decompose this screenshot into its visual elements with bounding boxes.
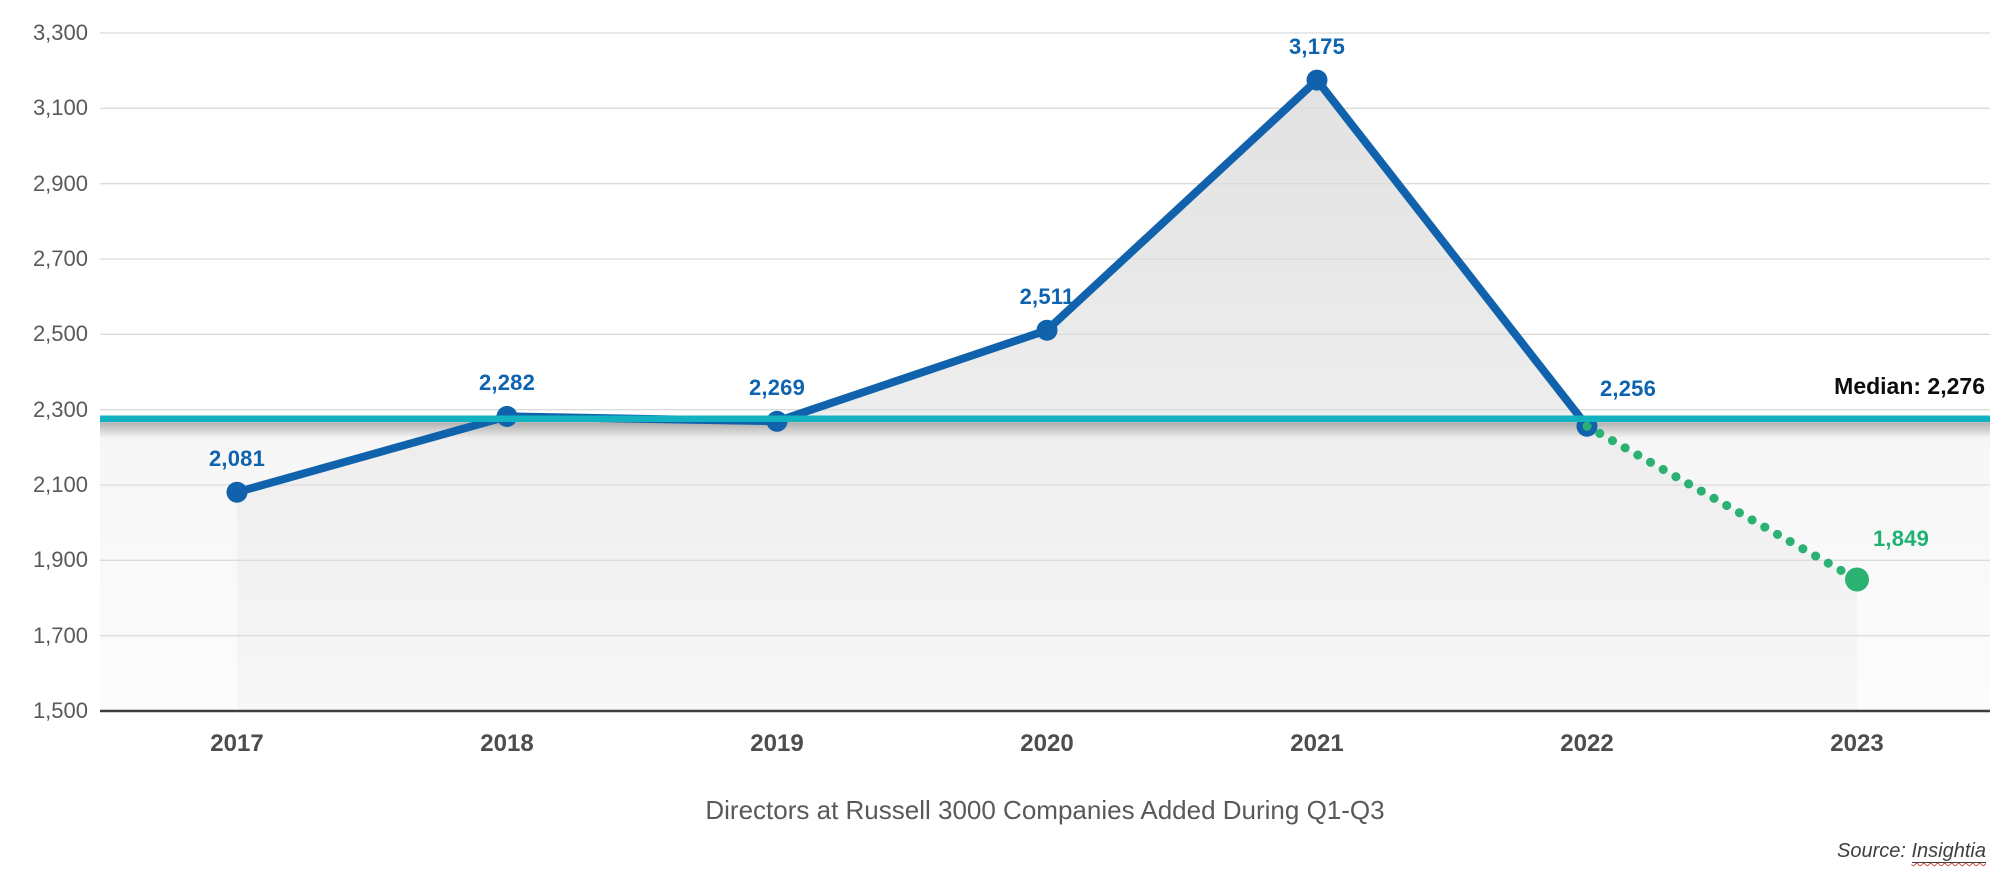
data-label-2021: 3,175 [1288, 34, 1346, 59]
data-label-2017: 2,081 [208, 446, 266, 471]
y-axis-tick-label: 2,900 [32, 171, 88, 196]
x-axis-tick-label: 2022 [1560, 730, 1614, 757]
data-label-2018: 2,282 [478, 370, 536, 395]
source-prefix-label: Source: [1837, 840, 1912, 862]
data-label-2019: 2,269 [748, 375, 806, 400]
x-axis-tick-label: 2020 [1020, 730, 1074, 757]
y-axis-tick-label: 2,500 [32, 321, 88, 346]
source-note: Source: Insightia [1837, 839, 1986, 863]
source-name: Insightia [1911, 840, 1986, 863]
x-axis-tick-label: 2019 [750, 730, 804, 757]
y-axis-tick-label: 2,300 [32, 397, 88, 422]
y-axis-tick-label: 2,100 [32, 472, 88, 497]
x-axis-tick-label: 2023 [1830, 730, 1884, 757]
x-axis-tick-label: 2021 [1290, 730, 1344, 757]
y-axis-tick-label: 3,300 [32, 20, 88, 45]
y-axis-tick-label: 3,100 [32, 95, 88, 120]
data-label-2020: 2,511 [1019, 284, 1075, 309]
y-axis-tick-label: 1,700 [32, 623, 88, 648]
x-axis-tick-label: 2017 [210, 730, 264, 757]
median-line-label: Median: 2,276 [1834, 373, 1985, 399]
x-axis-tick-label: 2018 [480, 730, 534, 757]
y-axis-tick-label: 1,500 [32, 698, 88, 723]
data-label-2022: 2,256 [1599, 376, 1657, 401]
y-axis-tick-label: 1,900 [32, 547, 88, 572]
data-label-2023: 1,849 [1872, 526, 1930, 551]
chart-title: Directors at Russell 3000 Companies Adde… [705, 795, 1385, 825]
y-axis-tick-label: 2,700 [32, 246, 88, 271]
